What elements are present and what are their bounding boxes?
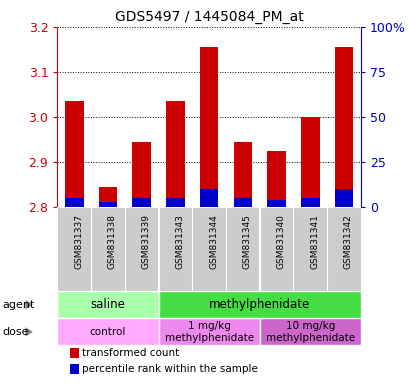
Bar xyxy=(166,101,184,207)
Text: methylphenidate: methylphenidate xyxy=(209,298,310,311)
Bar xyxy=(57,318,158,345)
Bar xyxy=(70,348,79,358)
Text: GSM831342: GSM831342 xyxy=(343,214,352,269)
Bar xyxy=(233,199,252,207)
Bar xyxy=(124,207,158,291)
Bar xyxy=(70,364,79,374)
Bar xyxy=(99,187,117,207)
Text: GSM831344: GSM831344 xyxy=(209,214,218,269)
Bar xyxy=(334,189,353,207)
Bar xyxy=(158,318,259,345)
Bar xyxy=(259,318,360,345)
Bar xyxy=(233,142,252,207)
Bar xyxy=(334,47,353,207)
Bar xyxy=(199,189,218,207)
Bar xyxy=(65,101,83,207)
Bar xyxy=(166,199,184,207)
Bar xyxy=(57,291,158,318)
Bar xyxy=(132,199,151,207)
Text: dose: dose xyxy=(2,327,29,337)
Text: GSM831340: GSM831340 xyxy=(276,214,285,269)
Bar xyxy=(65,199,83,207)
Text: agent: agent xyxy=(2,300,34,310)
Bar xyxy=(158,291,360,318)
Text: GSM831345: GSM831345 xyxy=(242,214,251,269)
Text: GSM831338: GSM831338 xyxy=(108,214,117,269)
Text: GSM831339: GSM831339 xyxy=(142,214,151,269)
Bar xyxy=(259,207,293,291)
Bar xyxy=(99,202,117,207)
Text: control: control xyxy=(90,327,126,337)
Bar xyxy=(91,207,124,291)
Bar xyxy=(267,151,285,207)
Text: transformed count: transformed count xyxy=(82,348,179,358)
Bar xyxy=(199,47,218,207)
Bar xyxy=(267,200,285,207)
Bar xyxy=(225,207,259,291)
Text: GSM831343: GSM831343 xyxy=(175,214,184,269)
Bar xyxy=(326,207,360,291)
Bar xyxy=(132,142,151,207)
Bar xyxy=(293,207,326,291)
Text: saline: saline xyxy=(90,298,125,311)
Title: GDS5497 / 1445084_PM_at: GDS5497 / 1445084_PM_at xyxy=(115,10,303,25)
Bar xyxy=(158,207,192,291)
Text: GSM831341: GSM831341 xyxy=(310,214,319,269)
Text: 10 mg/kg
methylphenidate: 10 mg/kg methylphenidate xyxy=(265,321,354,343)
Bar xyxy=(300,199,319,207)
Text: percentile rank within the sample: percentile rank within the sample xyxy=(82,364,258,374)
Text: 1 mg/kg
methylphenidate: 1 mg/kg methylphenidate xyxy=(164,321,253,343)
Text: GSM831337: GSM831337 xyxy=(74,214,83,269)
Bar xyxy=(192,207,225,291)
Bar xyxy=(300,117,319,207)
Bar xyxy=(57,207,91,291)
